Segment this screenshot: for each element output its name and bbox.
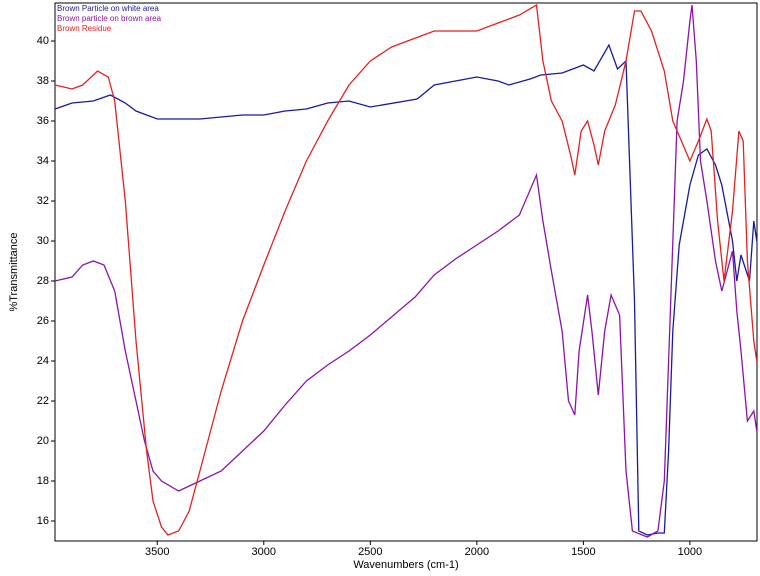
y-tick-label: 32	[37, 195, 49, 207]
legend-entry: Brown Particle on white area	[57, 4, 159, 13]
x-tick-label: 3000	[252, 546, 276, 558]
y-tick-label: 20	[37, 435, 49, 447]
x-tick-label: 2000	[465, 546, 489, 558]
y-tick-label: 34	[37, 155, 49, 167]
x-tick-label: 1500	[571, 546, 595, 558]
spectrum-line	[54, 43, 758, 536]
y-tick-label: 36	[37, 115, 49, 127]
x-axis-label: Wavenumbers (cm-1)	[353, 559, 458, 571]
spectrum-line	[54, 4, 758, 538]
y-tick-label: 24	[37, 355, 49, 367]
y-tick-label: 26	[37, 315, 49, 327]
x-tick-label: 1000	[678, 546, 702, 558]
legend-entry: Brown particle on brown area	[57, 14, 162, 23]
y-tick-label: 30	[37, 235, 49, 247]
x-tick-label: 2500	[358, 546, 382, 558]
legend-entry: Brown Residue	[57, 24, 112, 33]
y-tick-label: 18	[37, 475, 49, 487]
y-axis-label: %Transmittance	[8, 232, 20, 311]
plot-frame	[54, 2, 758, 542]
y-tick-label: 16	[37, 515, 49, 527]
spectrum-line	[54, 3, 758, 536]
y-tick-label: 40	[37, 35, 49, 47]
x-tick-label: 3500	[145, 546, 169, 558]
y-tick-label: 22	[37, 395, 49, 407]
y-tick-label: 28	[37, 275, 49, 287]
y-tick-label: 38	[37, 75, 49, 87]
